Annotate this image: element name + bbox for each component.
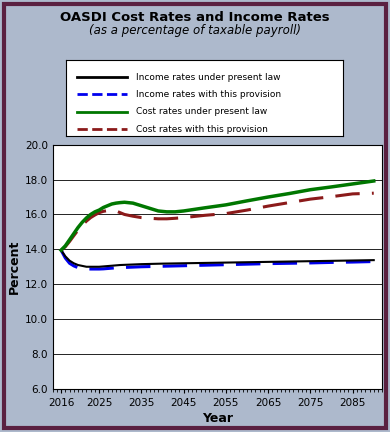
Text: Income rates under present law: Income rates under present law: [136, 73, 280, 82]
Text: OASDI Cost Rates and Income Rates: OASDI Cost Rates and Income Rates: [60, 11, 330, 24]
Text: Income rates with this provision: Income rates with this provision: [136, 90, 281, 99]
Y-axis label: Percent: Percent: [7, 240, 21, 294]
Text: Cost rates with this provision: Cost rates with this provision: [136, 125, 268, 134]
X-axis label: Year: Year: [202, 412, 233, 425]
Text: Cost rates under present law: Cost rates under present law: [136, 108, 267, 116]
Text: (as a percentage of taxable payroll): (as a percentage of taxable payroll): [89, 24, 301, 37]
